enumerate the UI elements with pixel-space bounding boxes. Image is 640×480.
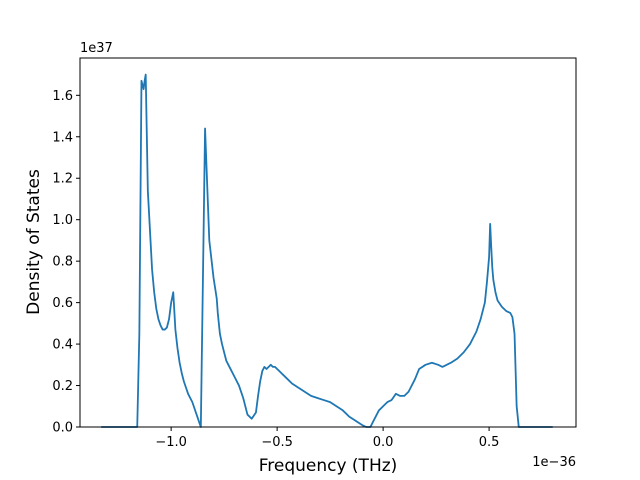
y-tick-label: 0.2 [52,379,73,394]
x-tick-label: 0.0 [373,435,394,450]
y-axis-label: Density of States [24,169,44,315]
y-tick-label: 0.8 [52,255,73,270]
x-tick-label: −0.5 [261,435,293,450]
y-tick-label: 1.6 [52,89,73,104]
plot-frame [79,57,577,428]
series-line-0 [101,73,553,428]
y-tick-label: 0.6 [52,296,73,311]
x-axis-label: Frequency (THz) [259,456,398,476]
y-tick-label: 1.4 [52,130,73,145]
x-offset-text: 1e−36 [532,455,576,470]
plot-area [80,58,576,427]
x-tick-label: −1.0 [155,435,187,450]
y-offset-text: 1e37 [80,41,113,56]
y-tick-label: 0.0 [52,421,73,436]
y-ticks: 0.0 0.2 0.4 0.6 0.8 1.0 1.2 1.4 1.6 [52,89,80,436]
y-tick-label: 1.2 [52,172,73,187]
series-layer [101,73,553,428]
x-tick-label: 0.5 [479,435,500,450]
y-tick-label: 0.4 [52,338,73,353]
y-tick-label: 1.0 [52,213,73,228]
x-ticks: −1.0 −0.5 0.0 0.5 [155,427,499,450]
